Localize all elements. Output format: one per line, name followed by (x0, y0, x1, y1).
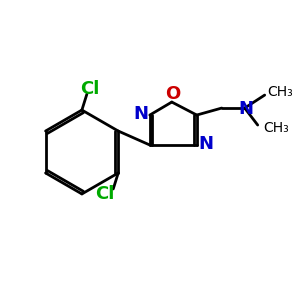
Text: Cl: Cl (96, 185, 115, 203)
Text: N: N (238, 100, 253, 118)
Text: N: N (198, 135, 213, 153)
Text: O: O (165, 85, 180, 103)
Text: Cl: Cl (80, 80, 100, 98)
Text: CH₃: CH₃ (264, 121, 290, 135)
Text: N: N (133, 105, 148, 123)
Text: CH₃: CH₃ (268, 85, 293, 99)
